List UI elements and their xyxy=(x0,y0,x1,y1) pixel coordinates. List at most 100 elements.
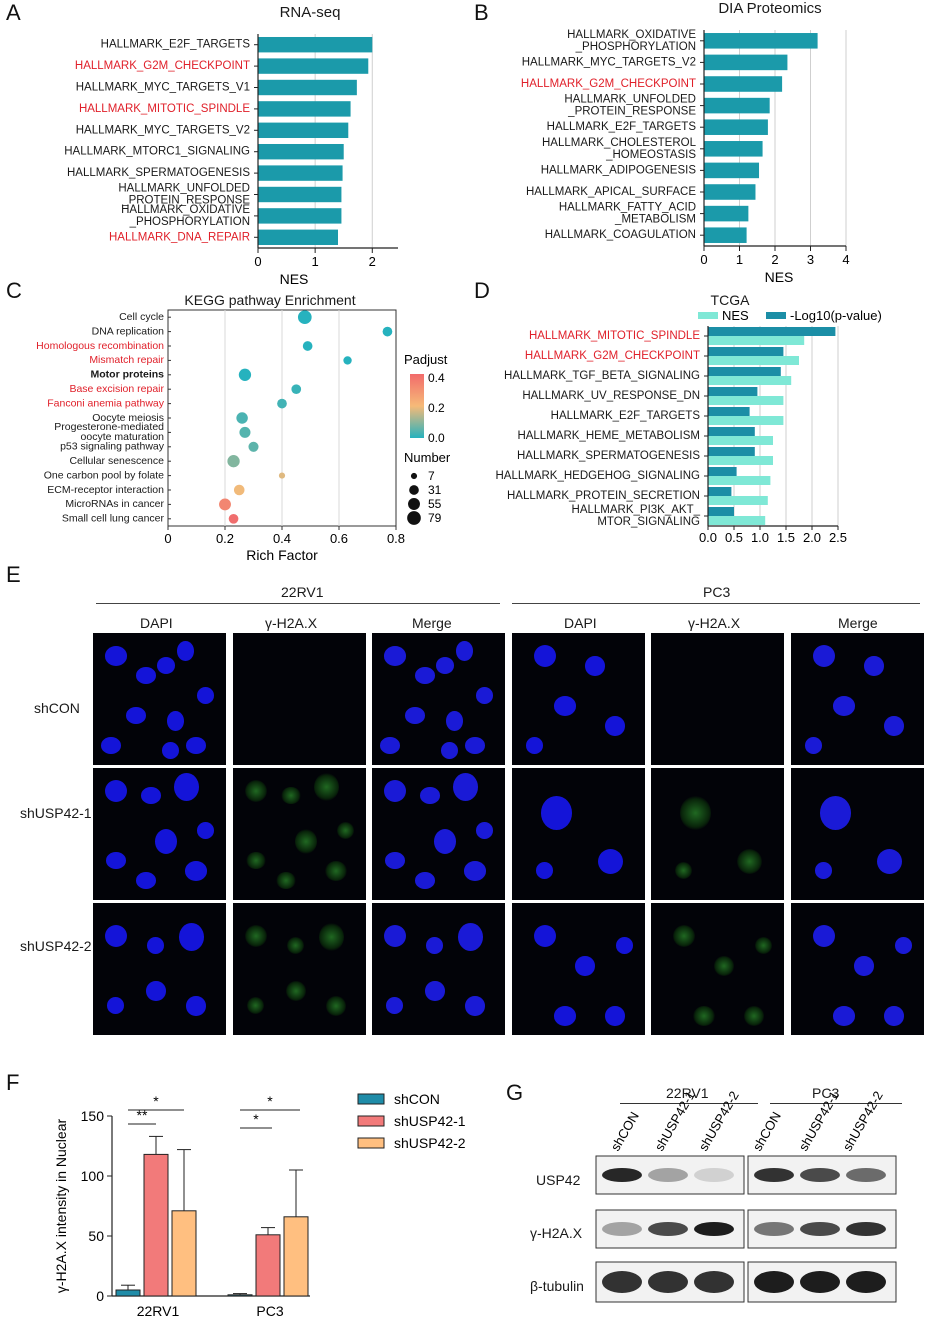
legend-number-value: 7 xyxy=(428,469,435,483)
microscopy-image xyxy=(93,633,226,765)
nucleus xyxy=(526,737,543,754)
blot-band xyxy=(800,1222,840,1236)
nucleus xyxy=(287,937,304,954)
legend-log-label: -Log10(p-value) xyxy=(790,308,882,323)
bubble xyxy=(233,484,245,496)
category-label: MTOR_SIGNALING xyxy=(597,516,700,528)
microscopy-image xyxy=(233,903,366,1035)
nucleus xyxy=(415,667,435,684)
nucleus xyxy=(245,925,268,948)
bubble xyxy=(297,310,312,325)
nucleus xyxy=(680,796,711,830)
y-tick-label: 100 xyxy=(81,1168,105,1184)
category-label: HALLMARK_MTORC1_SIGNALING xyxy=(64,146,250,158)
category-label: HALLMARK_G2M_CHECKPOINT xyxy=(525,350,700,362)
legend-number-value: 79 xyxy=(428,511,442,525)
chart-svg: HALLMARK_OXIDATIVE_PHOSPHORYLATION HALLMA… xyxy=(521,29,850,285)
blot-band xyxy=(754,1271,794,1293)
bubble xyxy=(291,384,302,395)
log-bar xyxy=(708,507,734,516)
nucleus xyxy=(107,997,124,1014)
blot-band xyxy=(846,1271,886,1293)
x-tick-label: 0.6 xyxy=(330,531,348,546)
lane-label: shCON xyxy=(608,1109,642,1153)
bubble xyxy=(236,412,248,424)
nucleus xyxy=(864,656,884,676)
blot-band xyxy=(754,1222,794,1236)
log-bar xyxy=(708,347,784,356)
pathway-label: ECM-receptor interaction xyxy=(47,484,164,496)
nucleus xyxy=(598,849,624,875)
microscopy-image xyxy=(372,768,505,900)
nucleus xyxy=(319,923,345,951)
pathway-label: Base excision repair xyxy=(69,383,164,395)
nucleus xyxy=(813,645,836,668)
y-tick-label: 0 xyxy=(96,1288,104,1304)
bar xyxy=(171,1210,197,1297)
nucleus xyxy=(384,646,407,666)
bar xyxy=(258,122,349,139)
nucleus xyxy=(815,862,832,879)
bar xyxy=(258,208,342,224)
nucleus xyxy=(820,796,851,830)
category-label: HALLMARK_PI3K_AKT_ xyxy=(572,504,701,516)
nucleus xyxy=(415,872,435,889)
category-label: _HOMEOSTASIS xyxy=(605,149,696,161)
microscopy-image xyxy=(93,903,226,1035)
legend-padjust-title: Padjust xyxy=(404,352,448,367)
bar xyxy=(704,97,770,114)
bar xyxy=(704,227,747,243)
pathway-label: oocyte maturation xyxy=(81,431,165,443)
blot-frame xyxy=(595,1261,745,1303)
panel-label-e: E xyxy=(6,562,21,587)
nes-bar xyxy=(708,336,805,345)
bubble xyxy=(278,472,286,479)
bubble xyxy=(227,455,240,468)
panel-label-f: F xyxy=(6,1070,20,1095)
nucleus xyxy=(714,956,734,976)
category-label: _PHOSPHORYLATION xyxy=(129,216,250,228)
nucleus xyxy=(174,773,200,801)
g-divider-22rv1 xyxy=(620,1103,758,1104)
category-label: HALLMARK_SPERMATOGENESIS xyxy=(517,450,700,462)
nucleus xyxy=(186,996,206,1016)
nucleus xyxy=(136,872,156,889)
category-label: HALLMARK_HEME_METABOLISM xyxy=(517,430,700,442)
g-protein-tubulin: β-tubulin xyxy=(530,1278,584,1294)
category-label: HALLMARK_G2M_CHECKPOINT xyxy=(521,78,696,90)
nucleus xyxy=(554,696,577,716)
e-channel-h2ax-2: γ-H2A.X xyxy=(688,615,741,631)
bubble xyxy=(382,326,393,337)
pathway-label: Homologous recombination xyxy=(36,340,164,352)
nucleus xyxy=(465,996,485,1016)
pathway-label: Cell cycle xyxy=(119,311,164,323)
bar xyxy=(704,76,783,92)
pathway-label: p53 signaling pathway xyxy=(60,441,165,453)
e-row-shcon: shCON xyxy=(34,700,80,716)
x-tick-label: 1.5 xyxy=(777,530,795,545)
microscopy-image xyxy=(233,633,366,765)
e-row-shusp42-2: shUSP42-2 xyxy=(20,938,92,954)
bar xyxy=(258,186,342,203)
microscopy-image xyxy=(791,633,924,765)
category-label: HALLMARK_MYC_TARGETS_V2 xyxy=(522,56,696,68)
panel-d-title: TCGA xyxy=(710,292,750,308)
nucleus xyxy=(281,787,301,804)
g-divider-pc3 xyxy=(770,1103,902,1104)
log-bar xyxy=(708,447,755,456)
nucleus xyxy=(554,1006,577,1026)
x-group-label: PC3 xyxy=(256,1303,283,1319)
nes-bar xyxy=(708,516,766,525)
nucleus xyxy=(456,641,473,661)
bar xyxy=(143,1153,169,1297)
log-bar xyxy=(708,487,732,496)
e-divider-pc3 xyxy=(512,603,920,604)
legend-number-value: 55 xyxy=(428,497,442,511)
legend-padjust-tick: 0.0 xyxy=(428,431,445,445)
category-label: HALLMARK_OXIDATIVE xyxy=(567,29,696,41)
blot-band xyxy=(800,1271,840,1293)
blot-band xyxy=(648,1168,688,1182)
e-row-shusp42-1: shUSP42-1 xyxy=(20,805,92,821)
blot-band xyxy=(846,1222,886,1236)
x-tick-label: 0.4 xyxy=(273,531,291,546)
